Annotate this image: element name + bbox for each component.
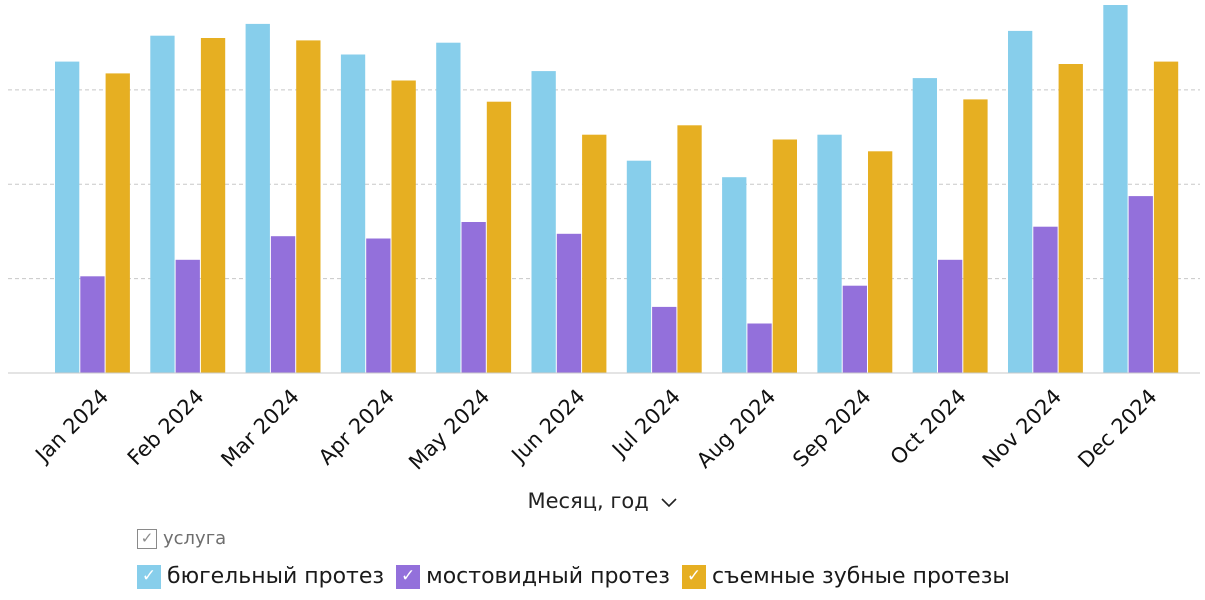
legend-label: бюгельный протез (167, 564, 385, 589)
legend-item-3[interactable]: ✓ съемные зубные протезы (681, 564, 1010, 589)
bar-1-3[interactable] (245, 23, 270, 374)
bar-1-2[interactable] (150, 35, 175, 373)
bar-2-5[interactable] (461, 222, 486, 373)
bar-2-11[interactable] (1033, 226, 1058, 373)
bar-1-4[interactable] (340, 54, 366, 374)
bar-3-6[interactable] (582, 134, 607, 373)
x-tick-label: Aug 2024 (692, 384, 780, 472)
legend-checkbox[interactable]: ✓ (681, 564, 706, 589)
legend-label: мостовидный протез (426, 564, 670, 589)
bar-1-1[interactable] (55, 61, 80, 373)
x-tick-label: Jan 2024 (29, 384, 113, 468)
legend-group-checkbox[interactable]: ✓ (137, 528, 157, 549)
x-axis-title[interactable]: Месяц, год (0, 488, 1205, 513)
bar-2-10[interactable] (938, 259, 963, 373)
x-tick-label: Mar 2024 (216, 384, 304, 472)
bars (55, 5, 1179, 374)
x-tick-label: Oct 2024 (886, 384, 971, 469)
bar-1-8[interactable] (722, 177, 747, 373)
bar-3-12[interactable] (1153, 61, 1179, 373)
bar-2-4[interactable] (366, 238, 391, 374)
legend-group-label: услуга (163, 528, 227, 549)
legend-item-1[interactable]: ✓ бюгельный протез (137, 564, 384, 589)
bar-1-5[interactable] (436, 42, 461, 373)
bar-3-10[interactable] (963, 99, 988, 374)
x-axis-title-label: Месяц, год (527, 489, 649, 513)
bar-1-9[interactable] (817, 134, 842, 373)
bar-1-7[interactable] (626, 160, 652, 373)
legend-checkbox[interactable]: ✓ (137, 564, 161, 589)
bar-3-11[interactable] (1058, 64, 1083, 373)
legend-label: съемные зубные протезы (711, 564, 1010, 589)
x-tick-label: Feb 2024 (123, 384, 209, 470)
x-tick-label: Dec 2024 (1073, 384, 1161, 472)
legend-item-2[interactable]: ✓ мостовидный протез (396, 564, 670, 589)
x-tick-label: Apr 2024 (314, 384, 399, 469)
bar-2-6[interactable] (556, 233, 582, 373)
bar-3-9[interactable] (868, 151, 893, 373)
bar-3-7[interactable] (677, 125, 702, 373)
bar-3-8[interactable] (772, 139, 797, 374)
legend-checkbox[interactable]: ✓ (396, 564, 421, 589)
bar-3-2[interactable] (200, 38, 226, 373)
bar-1-10[interactable] (912, 78, 937, 373)
bar-3-1[interactable] (105, 73, 130, 374)
x-tick-label: Jul 2024 (606, 384, 685, 463)
bar-1-11[interactable] (1008, 30, 1033, 374)
legend-group-header[interactable]: ✓ услуга (137, 528, 226, 549)
bar-3-4[interactable] (391, 80, 416, 374)
chevron-down-icon[interactable] (661, 489, 678, 513)
bar-1-12[interactable] (1103, 5, 1128, 373)
x-tick-label: Sep 2024 (788, 384, 875, 471)
x-tick-labels: Jan 2024 Feb 2024 Mar 2024 Apr 2024 May 2024… (29, 384, 1161, 474)
x-tick-label: May 2024 (404, 384, 494, 474)
bar-3-3[interactable] (296, 40, 321, 374)
bar-2-1[interactable] (80, 276, 105, 373)
legend: ✓ бюгельный протез ✓ мостовидный протез ✓ съе… (137, 564, 1022, 589)
bar-2-9[interactable] (842, 285, 867, 373)
bar-2-12[interactable] (1128, 196, 1153, 373)
chart: Jan 2024 Feb 2024 Mar 2024 Apr 2024 May 2024… (8, 5, 1200, 475)
bar-1-6[interactable] (531, 71, 556, 373)
x-tick-label: Jun 2024 (506, 384, 590, 468)
bar-2-7[interactable] (652, 306, 677, 373)
bar-2-2[interactable] (175, 259, 200, 373)
bar-3-5[interactable] (486, 101, 512, 373)
bar-2-8[interactable] (747, 323, 772, 374)
x-tick-label: Nov 2024 (978, 384, 1066, 472)
bar-2-3[interactable] (270, 236, 296, 373)
